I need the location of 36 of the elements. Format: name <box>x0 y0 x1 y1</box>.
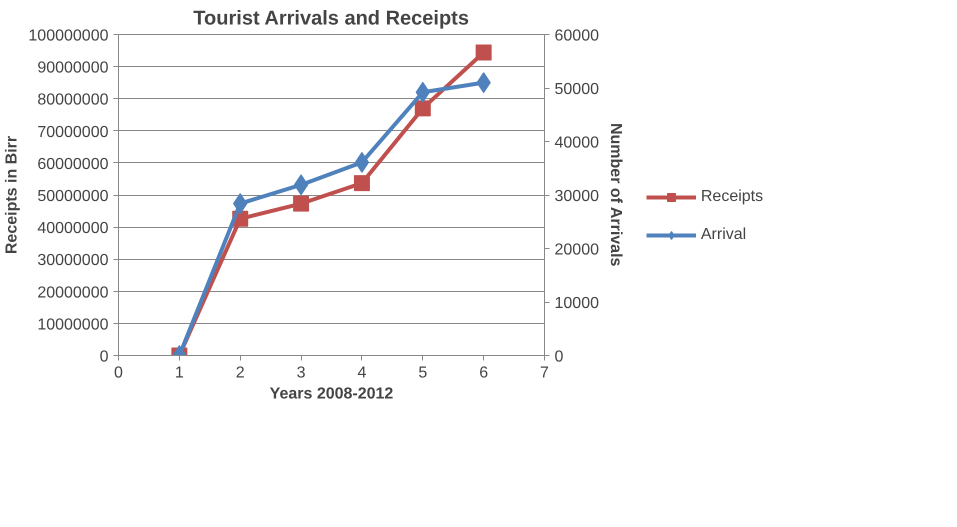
legend-label: Receipts <box>700 188 764 206</box>
y2-tick-label: 10000 <box>554 295 600 312</box>
y2-tick-label: 40000 <box>554 134 600 152</box>
point <box>354 175 370 192</box>
x-tick-label: 5 <box>418 364 428 382</box>
x-tick-label: 4 <box>357 364 366 382</box>
y-tick-label: 100000000 <box>28 28 109 44</box>
point <box>414 100 431 116</box>
y2-tick-label: 0 <box>554 348 564 366</box>
chart-title: Tourist Arrivals and Receipts <box>193 8 469 30</box>
x-tick-label: 7 <box>540 364 550 382</box>
y-tick-label: 60000000 <box>37 156 109 173</box>
y-tick-label: 50000000 <box>37 188 109 205</box>
y2-tick-label: 30000 <box>554 188 600 205</box>
x-tick-label: 6 <box>479 364 488 382</box>
y-tick-label: 40000000 <box>37 220 109 238</box>
y-tick-label: 30000000 <box>37 252 109 270</box>
x-tick-label: 0 <box>114 364 124 382</box>
y-tick-label: 10000000 <box>37 316 109 334</box>
y-tick-label: 0 <box>100 348 109 366</box>
y-tick-label: 90000000 <box>37 60 109 77</box>
y-tick-label: 80000000 <box>37 92 109 109</box>
y-tick-label: 70000000 <box>37 124 109 141</box>
point <box>293 196 310 212</box>
y2-axis-title: Number of Arrivals <box>606 122 624 267</box>
legend-label: Arrival <box>700 226 748 244</box>
point <box>476 44 492 60</box>
x-tick-label: 3 <box>296 364 306 382</box>
y2-tick-label: 20000 <box>554 242 600 258</box>
y-axis-title: Receipts in Birr <box>3 136 20 254</box>
y-tick-label: 20000000 <box>37 284 109 302</box>
x-tick-label: 2 <box>236 364 245 382</box>
x-axis-title: Years 2008-2012 <box>270 386 394 402</box>
y2-tick-label: 60000 <box>554 28 600 44</box>
y2-tick-label: 50000 <box>554 81 600 98</box>
x-tick-label: 1 <box>174 364 184 382</box>
